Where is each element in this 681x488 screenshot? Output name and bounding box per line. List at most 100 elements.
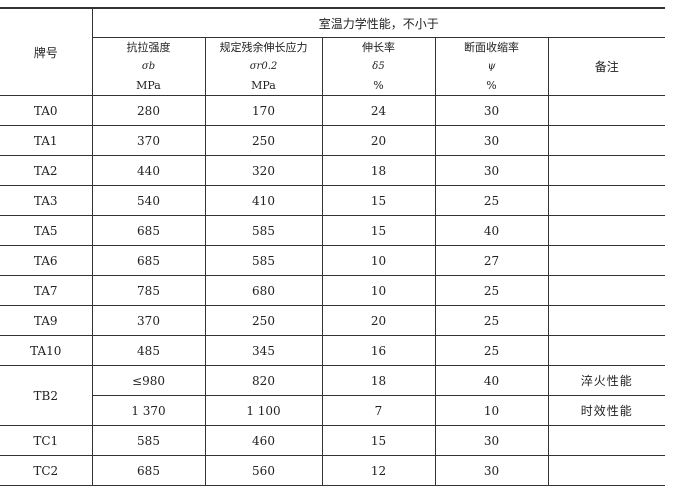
table-row: 1 370 1 100 7 10 时效性能 <box>0 395 666 426</box>
table-row: TA1 370 250 20 30 <box>0 125 666 156</box>
grade-cell: TA0 <box>0 95 93 126</box>
value-cell: 25 <box>434 275 549 306</box>
column-unit: % <box>373 79 384 92</box>
value-cell: 7 <box>321 395 436 426</box>
value-cell: 15 <box>321 185 436 216</box>
table-row: TA2 440 320 18 30 <box>0 155 666 186</box>
value-cell: 20 <box>321 125 436 156</box>
value-cell: 370 <box>91 125 206 156</box>
value-cell: 785 <box>91 275 206 306</box>
value-cell: 24 <box>321 95 436 126</box>
value-cell: 250 <box>204 125 323 156</box>
column-unit: MPa <box>251 79 276 92</box>
value-cell: 410 <box>204 185 323 216</box>
value-cell: 25 <box>434 335 549 366</box>
value-cell: 20 <box>321 305 436 336</box>
value-cell: 320 <box>204 155 323 186</box>
remark-cell: 时效性能 <box>547 395 666 426</box>
value-cell: 10 <box>321 245 436 276</box>
header-column: 断面收缩率 ψ% <box>434 37 549 96</box>
table-row: TA3 540 410 15 25 <box>0 185 666 216</box>
value-cell: 1 370 <box>91 395 206 426</box>
value-cell: ≤980 <box>91 365 206 396</box>
grade-cell: TA5 <box>0 215 93 246</box>
value-cell: 30 <box>434 425 549 456</box>
value-cell: 585 <box>204 215 323 246</box>
column-symbol: σr0.2 <box>249 61 278 72</box>
properties-table: 牌号 室温力学性能，不小于 抗拉强度 σb MPa 规定残余伸长应力 σr0.2 MPa 伸… <box>0 7 666 486</box>
value-cell: 1 100 <box>204 395 323 426</box>
value-cell: 30 <box>434 455 549 486</box>
value-cell: 540 <box>91 185 206 216</box>
header-column: 规定残余伸长应力 σr0.2 MPa <box>204 37 323 96</box>
remark-cell <box>547 125 666 156</box>
table-row: TA7 785 680 10 25 <box>0 275 666 306</box>
column-symbol: σb <box>141 61 156 72</box>
grade-cell: TA9 <box>0 305 93 336</box>
value-cell: 12 <box>321 455 436 486</box>
value-cell: 30 <box>434 95 549 126</box>
value-cell: 680 <box>204 275 323 306</box>
value-cell: 10 <box>321 275 436 306</box>
value-cell: 30 <box>434 125 549 156</box>
grade-cell: TA6 <box>0 245 93 276</box>
value-cell: 18 <box>321 155 436 186</box>
column-name: 断面收缩率 <box>464 41 519 54</box>
value-cell: 585 <box>204 245 323 276</box>
header-column: 抗拉强度 σb MPa <box>91 37 206 96</box>
remark-cell <box>547 335 666 366</box>
value-cell: 15 <box>321 215 436 246</box>
header-group: 室温力学性能，不小于 <box>91 7 666 38</box>
value-cell: 18 <box>321 365 436 396</box>
remark-cell <box>547 275 666 306</box>
table-row: TC2 685 560 12 30 <box>0 455 666 486</box>
remark-cell <box>547 425 666 456</box>
table-row: TB2 ≤980 820 18 40 淬火性能 <box>0 365 666 426</box>
value-cell: 685 <box>91 215 206 246</box>
value-cell: 370 <box>91 305 206 336</box>
header-column: 伸长率 δ5% <box>321 37 436 96</box>
value-cell: 585 <box>91 425 206 456</box>
remark-cell <box>547 245 666 276</box>
remark-cell <box>547 155 666 186</box>
value-cell: 40 <box>434 215 549 246</box>
value-cell: 345 <box>204 335 323 366</box>
table-row: TA6 685 585 10 27 <box>0 245 666 276</box>
value-cell: 40 <box>434 365 549 396</box>
value-cell: 820 <box>204 365 323 396</box>
grade-cell: TA1 <box>0 125 93 156</box>
value-cell: 25 <box>434 185 549 216</box>
remark-cell: 淬火性能 <box>547 365 666 396</box>
column-unit: MPa <box>136 79 161 92</box>
remark-cell <box>547 305 666 336</box>
remark-cell <box>547 455 666 486</box>
grade-cell: TA2 <box>0 155 93 186</box>
column-symbol: δ5 <box>372 61 385 72</box>
value-cell: 10 <box>434 395 549 426</box>
value-cell: 27 <box>434 245 549 276</box>
grade-cell: TA7 <box>0 275 93 306</box>
remark-cell <box>547 95 666 126</box>
table-row: TA10 485 345 16 25 <box>0 335 666 366</box>
table-row: TA9 370 250 20 25 <box>0 305 666 336</box>
value-cell: 25 <box>434 305 549 336</box>
column-unit: % <box>486 79 497 92</box>
table-row: TA5 685 585 15 40 <box>0 215 666 246</box>
table-row: TC1 585 460 15 30 <box>0 425 666 456</box>
grade-cell: TB2 <box>0 365 93 426</box>
header-grade: 牌号 <box>0 7 93 96</box>
value-cell: 460 <box>204 425 323 456</box>
grade-cell: TA3 <box>0 185 93 216</box>
value-cell: 485 <box>91 335 206 366</box>
value-cell: 280 <box>91 95 206 126</box>
column-symbol: ψ <box>487 61 496 72</box>
value-cell: 685 <box>91 245 206 276</box>
value-cell: 440 <box>91 155 206 186</box>
value-cell: 15 <box>321 425 436 456</box>
header-remark: 备注 <box>547 37 666 96</box>
value-cell: 170 <box>204 95 323 126</box>
column-name: 抗拉强度 <box>126 41 171 54</box>
value-cell: 16 <box>321 335 436 366</box>
value-cell: 250 <box>204 305 323 336</box>
table-row: TA0 280 170 24 30 <box>0 95 666 126</box>
